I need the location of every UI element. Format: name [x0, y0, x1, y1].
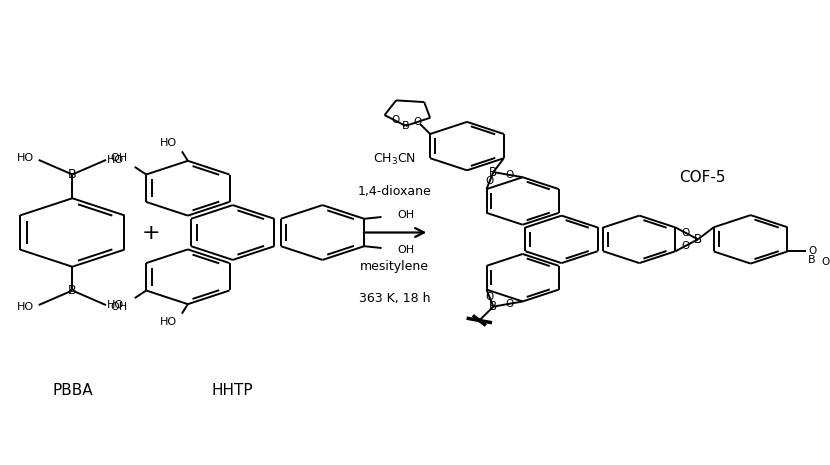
Text: HO: HO: [107, 155, 124, 165]
Text: O: O: [413, 117, 422, 127]
Text: HHTP: HHTP: [212, 383, 253, 398]
Text: CH$_3$CN: CH$_3$CN: [374, 152, 416, 167]
Text: HO: HO: [17, 302, 34, 312]
Text: O: O: [486, 176, 494, 186]
Text: B: B: [490, 300, 497, 313]
Text: O: O: [808, 246, 816, 257]
Text: COF-5: COF-5: [679, 170, 725, 185]
Text: OH: OH: [111, 153, 128, 163]
Text: B: B: [694, 233, 702, 246]
Text: 1,4-dioxane: 1,4-dioxane: [358, 185, 432, 198]
Text: O: O: [391, 115, 399, 126]
Text: HO: HO: [17, 153, 34, 163]
Text: OH: OH: [398, 245, 414, 255]
Text: B: B: [808, 254, 816, 265]
Text: mesitylene: mesitylene: [360, 260, 429, 273]
Text: B: B: [68, 284, 76, 297]
Text: HO: HO: [159, 317, 177, 327]
Text: +: +: [142, 222, 160, 243]
Text: O: O: [505, 299, 514, 309]
Text: O: O: [681, 228, 690, 238]
Text: HO: HO: [159, 138, 177, 148]
Text: O: O: [822, 257, 830, 267]
Text: OH: OH: [398, 210, 414, 220]
Text: B: B: [68, 168, 76, 181]
Text: B: B: [402, 121, 409, 131]
Text: B: B: [490, 166, 497, 179]
Text: OH: OH: [111, 302, 128, 312]
Text: 363 K, 18 h: 363 K, 18 h: [359, 292, 431, 305]
Text: O: O: [486, 292, 494, 302]
Text: PBBA: PBBA: [52, 383, 93, 398]
Text: O: O: [505, 170, 514, 180]
Text: O: O: [681, 241, 690, 251]
Text: HO: HO: [107, 300, 124, 310]
